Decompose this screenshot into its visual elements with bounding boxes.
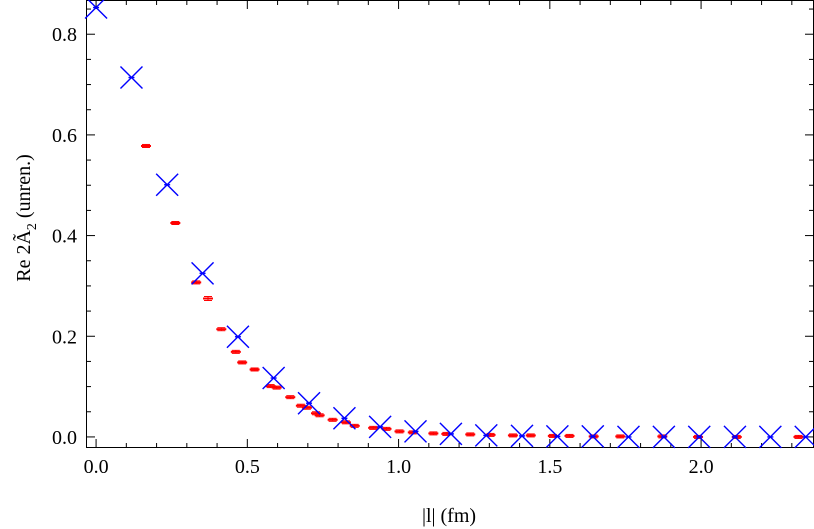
blue-cross-marker — [474, 423, 498, 447]
blue-cross-marker — [794, 425, 814, 449]
red-data-point — [465, 432, 476, 437]
x-tick-label: 2.0 — [689, 456, 714, 478]
x-axis-title: |l| (fm) — [422, 505, 476, 527]
red-data-point — [793, 434, 804, 439]
y-tick-label: 0.2 — [52, 326, 77, 348]
blue-cross-marker — [404, 419, 428, 443]
blue-cross-marker — [652, 425, 676, 449]
blue-cross-marker — [510, 424, 534, 448]
red-data-point — [203, 295, 213, 302]
blue-cross-marker — [545, 424, 569, 448]
blue-cross-marker — [439, 422, 463, 446]
y-axis-title-main: Re 2Ã — [11, 230, 35, 282]
red-data-point — [216, 327, 227, 332]
x-tick-label: 0.5 — [235, 456, 260, 478]
blue-cross-marker — [581, 424, 605, 448]
y-tick-label: 0.6 — [52, 125, 77, 147]
blue-cross-marker — [758, 425, 782, 449]
red-data-point — [615, 434, 626, 439]
blue-cross-marker — [155, 173, 179, 197]
blue-cross-marker — [191, 261, 215, 285]
axis-ticks: 0.0 0.5 1.0 1.5 2.0 0.0 0.2 0.4 0.6 0.8 — [52, 1, 813, 478]
red-data-point — [237, 360, 248, 365]
blue-series — [84, 0, 814, 449]
y-axis-title-unit: (unren.) — [13, 154, 35, 218]
y-axis-title-subscript: 2 — [25, 223, 40, 230]
red-data-point — [507, 433, 518, 438]
y-tick-label: 0.4 — [52, 226, 77, 248]
red-data-point — [249, 367, 260, 372]
red-data-point — [368, 425, 379, 430]
blue-cross-marker — [84, 0, 108, 20]
red-data-point — [140, 143, 151, 148]
red-data-point — [271, 385, 282, 390]
blue-cross-marker — [226, 325, 250, 349]
blue-cross-marker — [297, 391, 321, 415]
red-data-point — [525, 433, 536, 438]
y-tick-label: 0.0 — [52, 427, 77, 449]
blue-cross-marker — [723, 425, 747, 449]
x-tick-label: 1.0 — [386, 456, 411, 478]
red-data-point — [428, 431, 439, 436]
red-data-point — [230, 349, 241, 354]
red-data-point — [394, 429, 405, 434]
x-tick-label: 0.0 — [84, 456, 109, 478]
blue-cross-marker — [119, 66, 143, 90]
y-axis-title: Re 2Ã2 (unren.) — [11, 154, 40, 282]
blue-cross-marker — [368, 415, 392, 439]
x-tick-label: 1.5 — [537, 456, 562, 478]
plot-frame — [86, 0, 814, 448]
red-data-point — [564, 433, 575, 438]
blue-cross-marker — [687, 425, 711, 449]
red-data-point — [327, 417, 338, 422]
blue-cross-marker — [616, 425, 640, 449]
red-series — [140, 143, 804, 439]
y-tick-label: 0.8 — [52, 24, 77, 46]
blue-cross-marker — [262, 366, 286, 390]
red-data-point — [170, 220, 181, 226]
red-data-point — [285, 395, 296, 400]
blue-cross-marker — [332, 406, 356, 430]
